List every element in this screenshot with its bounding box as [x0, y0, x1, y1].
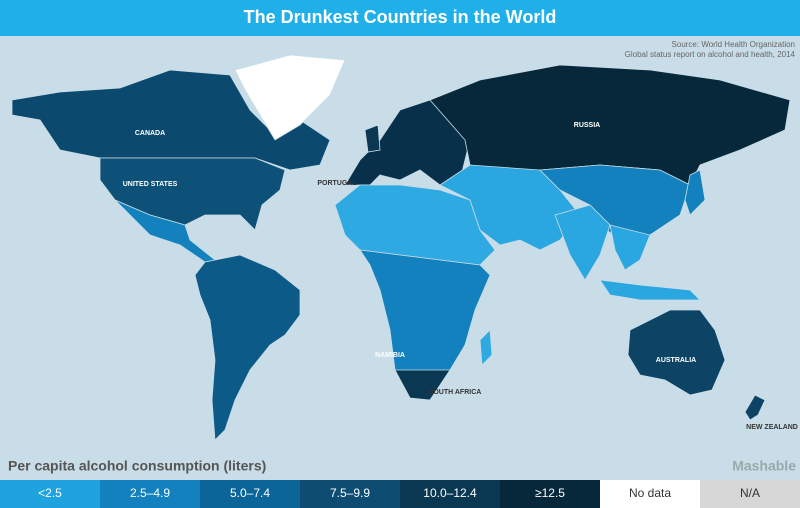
south-america: [194, 254, 301, 441]
brand: Mashable: [732, 458, 796, 474]
legend-label: <2.5: [38, 486, 62, 500]
japan: [684, 169, 706, 216]
canada: [11, 69, 331, 171]
legend-swatch: [100, 480, 200, 508]
middle-east: [439, 164, 581, 251]
southeast-asia: [609, 224, 651, 271]
legend-swatch: [500, 480, 600, 508]
map-label: CANADA: [135, 130, 165, 137]
legend-swatch: [600, 480, 700, 508]
legend-label: 7.5–9.9: [330, 486, 370, 500]
legend-label: 2.5–4.9: [130, 486, 170, 500]
legend-swatch: [0, 480, 100, 508]
legend-swatch: [700, 480, 800, 508]
legend-label: No data: [629, 486, 671, 500]
map-label: NEW ZEALAND: [746, 424, 798, 431]
legend-label: ≥12.5: [535, 486, 565, 500]
india: [554, 204, 611, 281]
new-zealand: [744, 394, 766, 421]
legend: <2.5 2.5–4.9 5.0–7.4 7.5–9.9 10.0–12.4 ≥12.5 N…: [0, 480, 800, 508]
australia: [627, 309, 726, 396]
indonesia: [599, 279, 701, 301]
legend-swatch: [400, 480, 500, 508]
greenland: [234, 54, 346, 141]
map-label: NAMIBIA: [375, 352, 405, 359]
uk: [364, 124, 381, 153]
madagascar: [479, 329, 493, 366]
title-bar: [0, 0, 800, 36]
title: The Drunkest Countries in the World: [244, 7, 557, 27]
legend-label: N/A: [740, 486, 760, 500]
legend-label: 5.0–7.4: [230, 486, 270, 500]
legend-title: Per capita alcohol consumption (liters): [8, 458, 266, 474]
europe: [344, 99, 471, 186]
map: [11, 54, 791, 441]
map-label: AUSTRALIA: [656, 357, 696, 364]
map-label: UNITED STATES: [123, 181, 178, 188]
legend-swatch: [200, 480, 300, 508]
source: Global status report on alcohol and heal…: [625, 50, 796, 59]
legend-swatch: [300, 480, 400, 508]
map-label: RUSSIA: [574, 122, 600, 129]
legend-label: 10.0–12.4: [423, 486, 477, 500]
source: Source: World Health Organization: [672, 40, 795, 49]
map-label: PORTUGAL: [317, 180, 357, 187]
map-label: SOUTH AFRICA: [429, 389, 482, 396]
southern-tip: [394, 369, 451, 401]
